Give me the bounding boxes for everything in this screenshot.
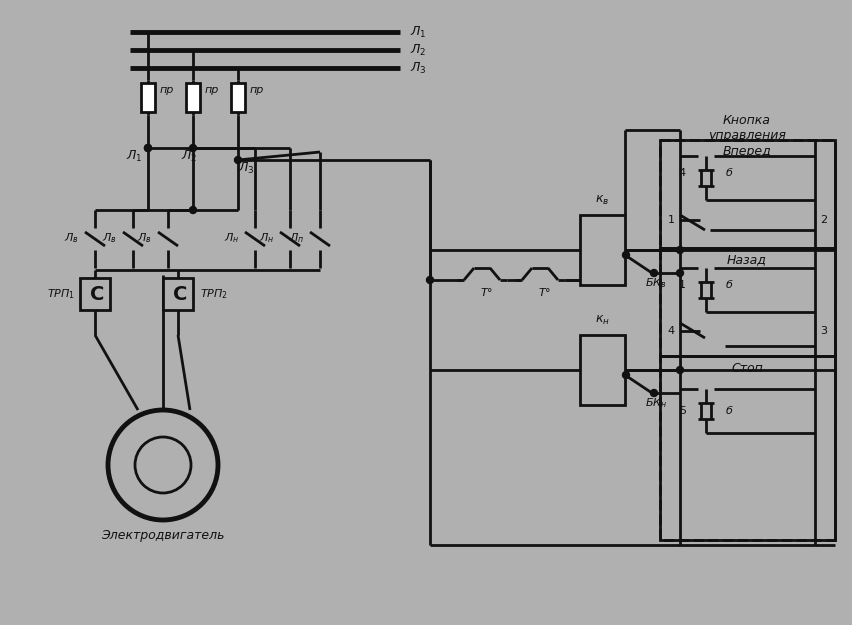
Circle shape [426, 276, 433, 284]
Circle shape [189, 206, 196, 214]
Text: $Л_п$: $Л_п$ [288, 231, 303, 245]
Text: $ТРП_1$: $ТРП_1$ [47, 287, 75, 301]
Circle shape [189, 144, 196, 151]
Text: 2: 2 [819, 215, 826, 225]
Text: Кнопка: Кнопка [722, 114, 770, 126]
Text: $к_в$: $к_в$ [594, 194, 608, 206]
Bar [659, 356, 834, 540]
Text: пр: пр [160, 85, 174, 95]
Text: $T°$: $T°$ [538, 286, 551, 298]
Text: C: C [173, 284, 187, 304]
Text: Электродвигатель: Электродвигатель [101, 529, 224, 541]
Bar [579, 335, 625, 405]
Text: пр: пр [204, 85, 219, 95]
Circle shape [622, 251, 629, 259]
Circle shape [144, 144, 152, 151]
Bar [659, 140, 834, 248]
Circle shape [144, 144, 152, 151]
Text: $Л_3$: $Л_3$ [238, 161, 254, 176]
Text: $Л_в$: $Л_в$ [64, 231, 79, 245]
Text: 4: 4 [678, 168, 685, 178]
Text: Стоп: Стоп [730, 361, 762, 374]
Bar [659, 248, 834, 356]
Circle shape [234, 156, 241, 164]
Text: пр: пр [250, 85, 264, 95]
Text: 5: 5 [678, 406, 685, 416]
Circle shape [676, 366, 682, 374]
Text: 3: 3 [819, 326, 826, 336]
Text: БК$_в$: БК$_в$ [644, 276, 666, 290]
Text: 1: 1 [667, 215, 674, 225]
Text: БК$_н$: БК$_н$ [644, 396, 666, 410]
Text: $Л_2$: $Л_2$ [410, 42, 426, 58]
Bar [186, 83, 199, 112]
Bar [659, 140, 834, 540]
Text: $Л_в$: $Л_в$ [137, 231, 152, 245]
Text: $Л_2$: $Л_2$ [181, 149, 197, 164]
Text: $Л_н$: $Л_н$ [223, 231, 239, 245]
Text: $Л_в$: $Л_в$ [102, 231, 117, 245]
Circle shape [676, 269, 682, 276]
Text: б: б [725, 406, 732, 416]
Text: C: C [89, 284, 104, 304]
Text: $Л_н$: $Л_н$ [258, 231, 273, 245]
Circle shape [650, 269, 657, 276]
Text: $Л_1$: $Л_1$ [410, 24, 426, 39]
Text: б: б [725, 168, 732, 178]
Bar [80, 278, 110, 310]
Text: 4: 4 [667, 326, 674, 336]
Text: управления: управления [707, 129, 785, 141]
Text: $ТРП_2$: $ТРП_2$ [199, 287, 227, 301]
Text: 1: 1 [678, 280, 685, 290]
Text: $к_н$: $к_н$ [594, 314, 609, 326]
Bar [141, 83, 155, 112]
Text: Вперед: Вперед [722, 146, 770, 159]
Text: $Л_3$: $Л_3$ [410, 61, 426, 76]
Text: $Л_1$: $Л_1$ [125, 149, 142, 164]
Bar [163, 278, 193, 310]
Text: Назад: Назад [726, 254, 766, 266]
Circle shape [622, 371, 629, 379]
Bar [579, 215, 625, 285]
Text: $T°$: $T°$ [480, 286, 493, 298]
Text: б: б [725, 280, 732, 290]
Bar [231, 83, 245, 112]
Circle shape [650, 389, 657, 396]
Circle shape [676, 246, 682, 254]
